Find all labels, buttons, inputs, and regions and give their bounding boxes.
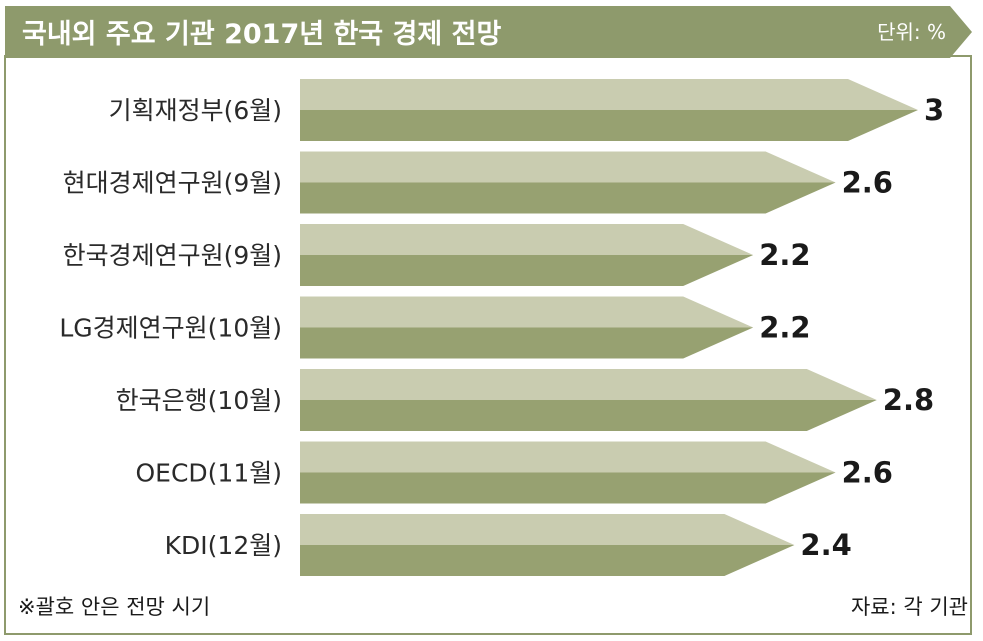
category-label-4: 한국은행(10월) xyxy=(116,386,282,415)
chart-title: 국내외 주요 기관 2017년 한국 경제 전망 xyxy=(22,19,501,50)
bar-top-5 xyxy=(300,441,836,473)
bar-bottom-1 xyxy=(300,182,836,214)
unit-label: 단위: % xyxy=(877,20,946,44)
category-label-0: 기획재정부(6월) xyxy=(109,96,282,125)
bar-bottom-5 xyxy=(300,472,836,504)
category-label-3: LG경제연구원(10월) xyxy=(59,314,282,343)
bar-top-6 xyxy=(300,514,795,545)
category-label-5: OECD(11월) xyxy=(136,459,283,488)
bar-bottom-2 xyxy=(300,255,754,286)
bar-top-3 xyxy=(300,296,754,328)
bar-bottom-4 xyxy=(300,400,877,431)
value-label-3: 2.2 xyxy=(759,311,810,345)
value-label-2: 2.2 xyxy=(759,238,810,272)
category-label-6: KDI(12월) xyxy=(165,531,282,560)
bar-top-4 xyxy=(300,369,877,400)
category-label-2: 한국경제연구원(9월) xyxy=(63,241,282,270)
bar-top-2 xyxy=(300,224,754,255)
value-label-1: 2.6 xyxy=(842,166,893,200)
value-label-6: 2.4 xyxy=(800,528,851,562)
bar-top-1 xyxy=(300,151,836,183)
bar-bottom-3 xyxy=(300,327,754,359)
bar-bottom-0 xyxy=(300,110,918,141)
header-banner xyxy=(5,6,972,58)
category-label-1: 현대경제연구원(9월) xyxy=(63,169,282,198)
bar-bottom-6 xyxy=(300,545,795,576)
bars-group: 기획재정부(6월) 3 현대경제연구원(9월) 2.6 한국경제연구원(9월) 2.2 LG… xyxy=(59,79,944,576)
value-label-5: 2.6 xyxy=(842,456,893,490)
value-label-0: 3 xyxy=(924,93,944,127)
footnote: ※괄호 안은 전망 시기 xyxy=(18,595,210,619)
bar-top-0 xyxy=(300,79,918,110)
source-note: 자료: 각 기관 xyxy=(851,595,968,619)
value-label-4: 2.8 xyxy=(883,383,934,417)
